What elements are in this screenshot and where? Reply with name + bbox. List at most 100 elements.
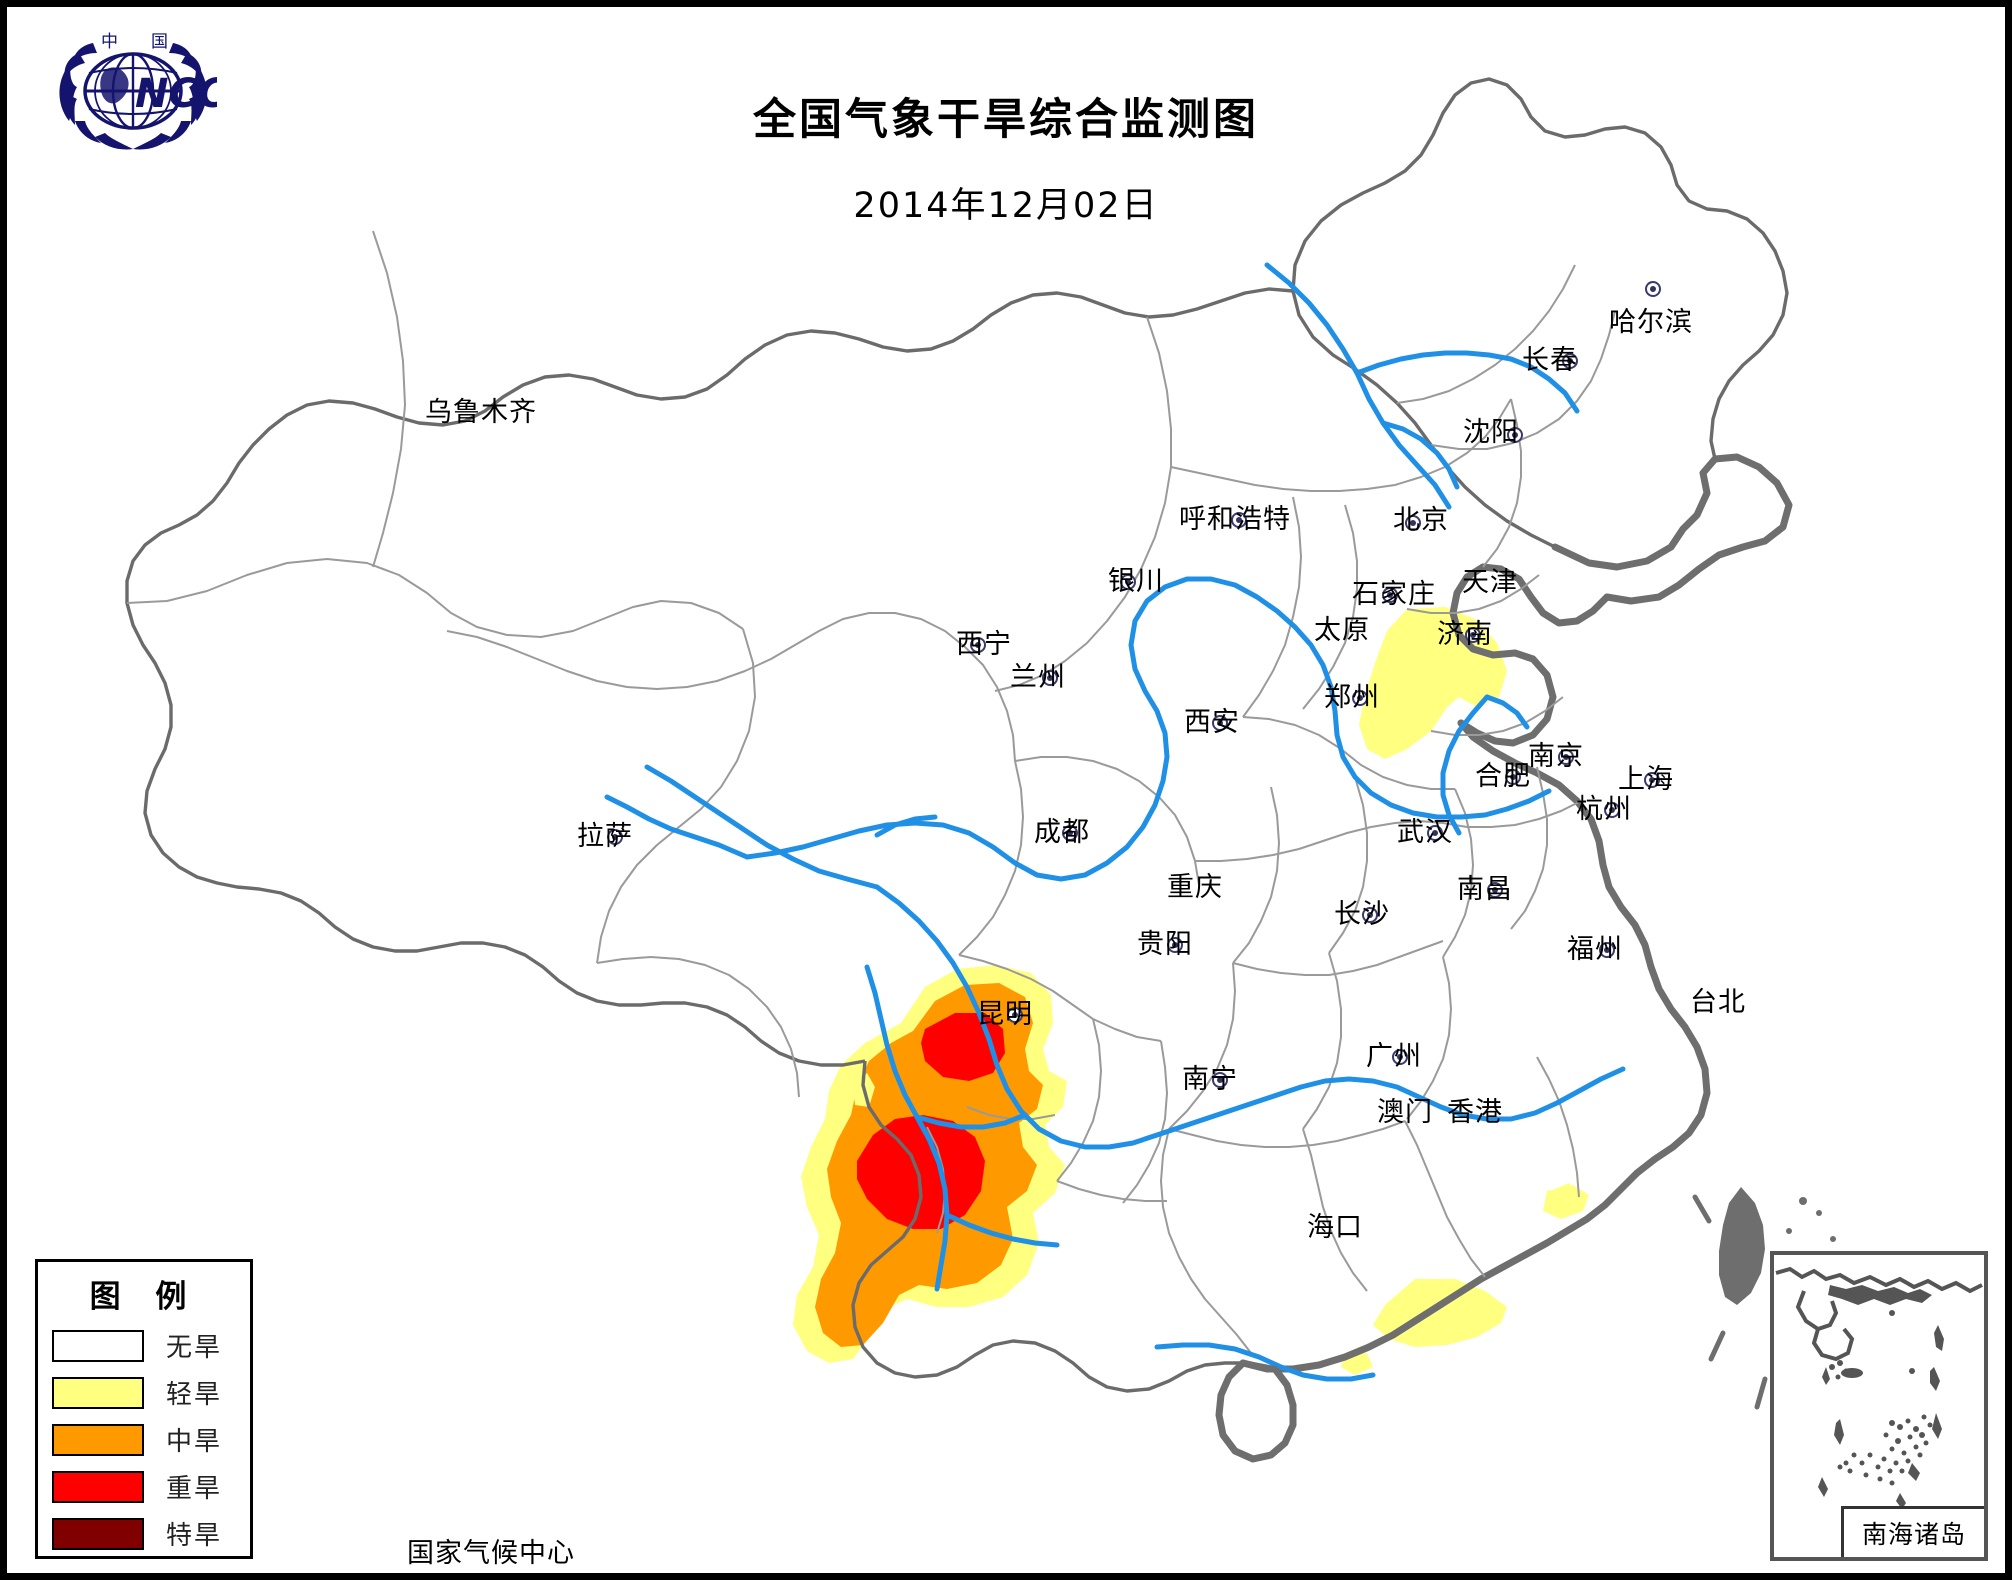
city-marker-dot xyxy=(1562,353,1578,369)
city-marker-dot xyxy=(1062,825,1078,841)
city-label: 拉萨 xyxy=(577,821,633,852)
city-marker-dot xyxy=(607,829,623,845)
legend-box: 图 例 无旱轻旱中旱重旱特旱 xyxy=(35,1259,253,1559)
city-label: 银川 xyxy=(1108,566,1164,597)
river-pearl xyxy=(1154,1342,1376,1382)
city-label: 重庆 xyxy=(1167,872,1223,903)
hainan-island xyxy=(1215,1359,1296,1463)
legend-title: 图 例 xyxy=(89,1279,199,1315)
city-label: 郑州 xyxy=(1324,682,1380,713)
city-label: 南京 xyxy=(1528,741,1584,772)
province-borders xyxy=(126,230,1616,1354)
city-marker-dot xyxy=(1604,802,1620,818)
city-marker-dot xyxy=(1487,882,1503,898)
china-map xyxy=(7,7,2005,1573)
city-label: 长春 xyxy=(1522,345,1578,376)
inset-label: 南海诸岛 xyxy=(1841,1506,1984,1557)
river-songhua xyxy=(1264,262,1452,510)
city-label: 台北 xyxy=(1690,987,1746,1018)
legend-label: 轻旱 xyxy=(166,1380,223,1410)
city-marker-dot xyxy=(1231,512,1247,528)
city-marker-dot xyxy=(1507,427,1523,443)
taiwan-island xyxy=(1719,1187,1765,1305)
city-label: 沈阳 xyxy=(1463,417,1519,448)
logo-acronym: NCC xyxy=(135,71,217,117)
city-marker-dot xyxy=(1362,907,1378,923)
city-label: 贵阳 xyxy=(1137,929,1193,960)
city-marker-dot xyxy=(1465,627,1481,643)
city-label: 上海 xyxy=(1618,764,1674,795)
page-title: 全国气象干旱综合监测图 xyxy=(753,95,1259,145)
city-label: 济南 xyxy=(1437,619,1493,650)
legend-row: 轻旱 xyxy=(38,1369,250,1416)
river-yangtze xyxy=(874,884,1626,1150)
city-label: 太原 xyxy=(1314,615,1370,646)
page-date: 2014年12月02日 xyxy=(853,186,1159,226)
city-marker-dot xyxy=(1558,749,1574,765)
city-label: 西安 xyxy=(1184,707,1240,738)
south-china-sea-inset: 南海诸岛 xyxy=(1770,1251,1988,1561)
legend-label: 特旱 xyxy=(166,1521,223,1551)
city-marker-dot xyxy=(1212,1072,1228,1088)
city-marker-dot xyxy=(1392,1049,1408,1065)
city-marker-dot xyxy=(970,637,986,653)
legend-swatch xyxy=(52,1423,144,1456)
city-label: 天津 xyxy=(1462,567,1518,598)
city-label: 乌鲁木齐 xyxy=(425,397,537,428)
city-label: 广州 xyxy=(1366,1041,1422,1072)
city-label: 石家庄 xyxy=(1352,579,1436,610)
city-marker-dot xyxy=(1599,942,1615,958)
city-label: 南宁 xyxy=(1182,1064,1238,1095)
city-marker-dot xyxy=(1042,670,1058,686)
legend-row: 重旱 xyxy=(38,1463,250,1510)
city-label: 长沙 xyxy=(1334,899,1390,930)
logo-char-zhong: 中 xyxy=(101,32,118,52)
city-marker-dot xyxy=(1645,281,1661,297)
city-label: 成都 xyxy=(1034,817,1090,848)
legend-label: 无旱 xyxy=(166,1333,223,1363)
legend-row: 中旱 xyxy=(38,1416,250,1463)
city-marker-dot xyxy=(1644,772,1660,788)
legend-swatch xyxy=(52,1329,144,1362)
city-marker-dot xyxy=(1167,937,1183,953)
city-marker-dot xyxy=(1212,715,1228,731)
city-label: 福州 xyxy=(1567,934,1623,965)
city-marker-dot xyxy=(1007,1007,1023,1023)
city-label: 呼和浩特 xyxy=(1179,504,1291,535)
city-marker-dot xyxy=(1382,587,1398,603)
south-china-sea-islets xyxy=(1786,1197,1836,1242)
drought-area-light-jiangxi xyxy=(1555,1183,1577,1203)
city-marker-dot xyxy=(1427,825,1443,841)
legend-swatch xyxy=(52,1517,144,1550)
rivers xyxy=(604,262,1626,1382)
legend-label: 重旱 xyxy=(166,1474,223,1504)
national-border xyxy=(125,77,1789,1393)
city-label: 西宁 xyxy=(956,629,1012,660)
legend-row: 特旱 xyxy=(38,1510,250,1557)
city-label: 南昌 xyxy=(1457,874,1513,905)
city-label: 杭州 xyxy=(1576,794,1632,825)
city-label: 北京 xyxy=(1393,505,1449,536)
city-label: 哈尔滨 xyxy=(1609,307,1693,338)
legend-row: 无旱 xyxy=(38,1322,250,1369)
city-label: 昆明 xyxy=(977,999,1033,1030)
city-label: 海口 xyxy=(1307,1212,1363,1243)
city-label: 澳门 xyxy=(1377,1097,1433,1128)
city-marker-dot xyxy=(1352,690,1368,706)
ncc-emblem-logo: NCC 中 国 xyxy=(49,25,227,155)
legend-swatch xyxy=(52,1470,144,1503)
nine-dash-line xyxy=(1692,1194,1768,1410)
drought-area-severe-south xyxy=(857,1115,985,1229)
city-marker-dot xyxy=(1505,769,1521,785)
city-label: 香港 xyxy=(1447,1097,1503,1128)
credit-text: 国家气候中心 xyxy=(407,1538,575,1569)
city-label: 兰州 xyxy=(1010,662,1066,693)
legend-label: 中旱 xyxy=(166,1427,223,1457)
logo-char-guo: 国 xyxy=(151,32,168,52)
legend-swatch xyxy=(52,1376,144,1409)
city-label: 合肥 xyxy=(1475,761,1531,792)
city-label: 武汉 xyxy=(1397,817,1453,848)
city-marker-dot xyxy=(1120,574,1136,590)
river-yellow xyxy=(744,576,1552,882)
